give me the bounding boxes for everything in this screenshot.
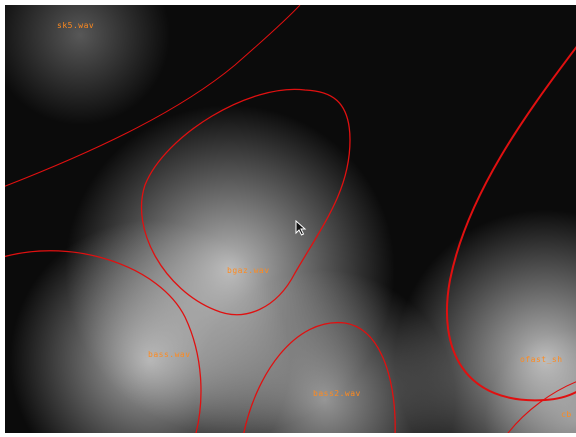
contour-line [5,250,202,433]
contour-layer [5,5,576,433]
clip-label-bass[interactable]: bass.wav [148,350,191,359]
contour-line [446,45,576,402]
clip-label-bgaz[interactable]: bgaz.wav [227,266,270,275]
clip-label-sk5[interactable]: sk5.wav [57,21,95,30]
contour-line [140,88,351,316]
clip-label-ofast[interactable]: ofast_sh [520,355,563,364]
clip-label-cb[interactable]: cb [561,410,572,419]
contour-line [5,5,301,187]
contour-line [507,381,576,433]
timbre-map-canvas[interactable]: sk5.wav bgaz.wav bass.wav bass2.wav ofas… [5,5,576,433]
clip-label-bass2[interactable]: bass2.wav [313,389,361,398]
contour-line [243,322,396,433]
mouse-pointer-icon [295,220,307,236]
